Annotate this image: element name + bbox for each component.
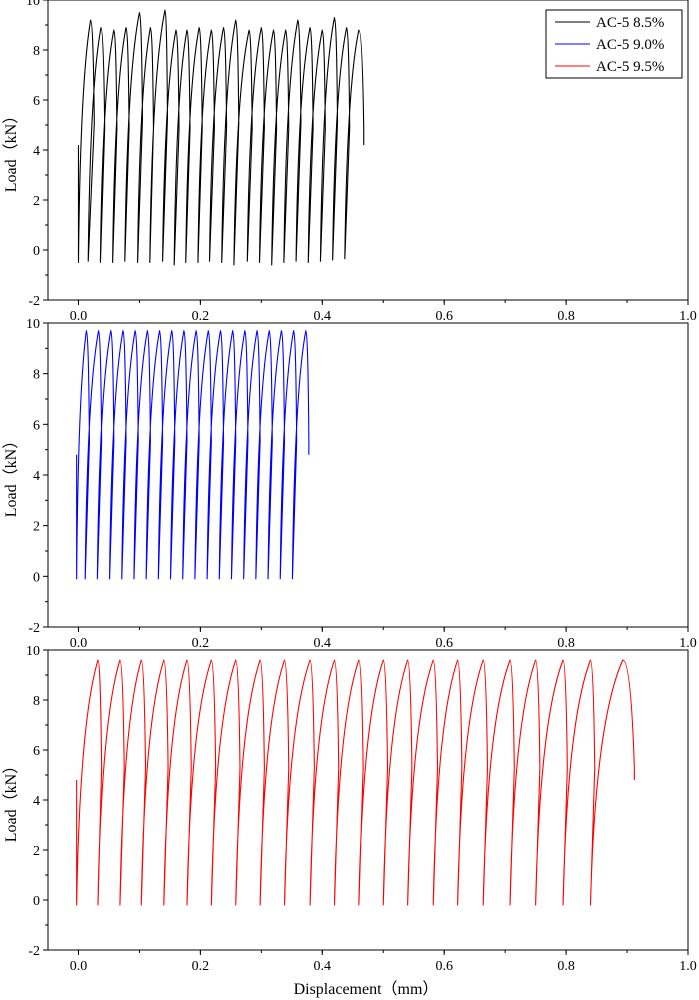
legend-label-2: AC-5 9.0%	[596, 37, 664, 53]
x-tick-label: 0.6	[435, 636, 453, 651]
y-tick-label: 8	[33, 694, 40, 709]
series-line-3	[76, 659, 635, 906]
y-tick-label: 10	[26, 0, 40, 9]
chart-panel-2: 0.0 0.2 0.4 0.6 0.8 1.0 -2 0 2 4 6 8 10 Load（kN）	[2, 317, 697, 651]
y-tick-label: -2	[28, 621, 40, 636]
y-tick-label: 8	[33, 44, 40, 59]
y-tick-label: 2	[33, 194, 40, 209]
x-tick-label: 0.0	[70, 959, 88, 974]
x-tick-label: 0.6	[435, 959, 453, 974]
y-tick-label: 4	[33, 469, 40, 484]
x-tick-label: 0.4	[314, 636, 332, 651]
x-tick-label: 0.2	[192, 959, 210, 974]
series-line-1	[77, 9, 365, 266]
x-tick-label: 0.0	[70, 636, 88, 651]
y-tick-label: 0	[33, 570, 40, 585]
plot-area-frame	[47, 322, 689, 628]
legend-label-3: AC-5 9.5%	[596, 59, 664, 75]
y-axis-title: Load（kN）	[2, 758, 20, 842]
x-tick-label: 0.0	[70, 309, 88, 324]
y-tick-label: 2	[33, 844, 40, 859]
y-tick-label: -2	[28, 944, 40, 959]
chart-panel-3: 0.0 0.2 0.4 0.6 0.8 1.0 -2 0 2 4 6 8 10 Load（kN）	[2, 644, 697, 974]
y-tick-label: 10	[26, 317, 40, 332]
y-tick-label: -2	[28, 294, 40, 309]
x-tick-label: 0.2	[192, 309, 210, 324]
y-tick-label: 2	[33, 520, 40, 535]
y-axis-title: Load（kN）	[2, 433, 20, 517]
y-tick-label: 10	[26, 644, 40, 659]
series-line-2	[76, 330, 310, 580]
legend-entry-1: AC-5 8.5%	[555, 15, 664, 31]
legend-entry-3: AC-5 9.5%	[555, 59, 664, 75]
legend: AC-5 8.5% AC-5 9.0% AC-5 9.5%	[545, 9, 683, 79]
chart-panel-1: 0.0 0.2 0.4 0.6 0.8 1.0 -2 0 2 4 6 8 10 Load（kN）	[2, 0, 697, 324]
x-tick-label: 1.0	[679, 636, 697, 651]
x-tick-label: 1.0	[679, 959, 697, 974]
x-tick-label: 0.4	[314, 309, 332, 324]
x-tick-label: 1.0	[679, 309, 697, 324]
x-tick-label: 0.4	[314, 959, 332, 974]
y-tick-label: 6	[33, 744, 40, 759]
y-tick-label: 0	[33, 894, 40, 909]
y-tick-label: 4	[33, 144, 40, 159]
legend-entry-2: AC-5 9.0%	[555, 37, 664, 53]
y-axis-title: Load（kN）	[2, 108, 20, 192]
legend-label-1: AC-5 8.5%	[596, 15, 664, 31]
y-tick-label: 8	[33, 368, 40, 383]
y-tick-label: 6	[33, 418, 40, 433]
x-axis-title: Displacement（mm）	[294, 980, 439, 998]
x-tick-label: 0.6	[435, 309, 453, 324]
y-tick-label: 4	[33, 794, 40, 809]
y-tick-label: 6	[33, 94, 40, 109]
x-tick-label: 0.2	[192, 636, 210, 651]
x-tick-label: 0.8	[557, 636, 575, 651]
y-tick-label: 0	[33, 244, 40, 259]
x-tick-label: 0.8	[557, 959, 575, 974]
x-tick-label: 0.8	[557, 309, 575, 324]
